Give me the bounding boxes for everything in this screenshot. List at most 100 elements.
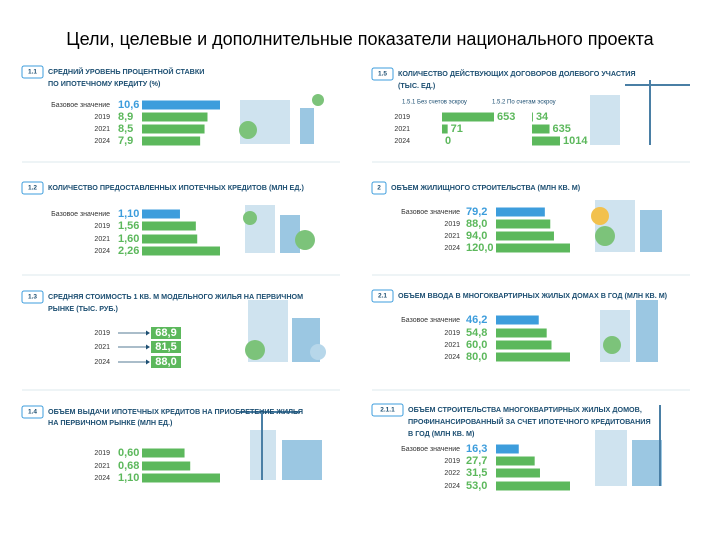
value-label: 1014 (563, 135, 588, 147)
badge-box (21, 290, 44, 304)
category-label: 2021 (394, 126, 410, 133)
category-label: 2019 (94, 114, 110, 121)
panel-title: СРЕДНЯЯ СТОИМОСТЬ 1 КВ. М МОДЕЛЬНОГО ЖИЛ… (48, 292, 303, 301)
category-label: 2021 (94, 236, 110, 243)
category-label: 2021 (94, 463, 110, 470)
value-label: 0,60 (118, 447, 139, 459)
panel-title: ПРОФИНАНСИРОВАННЫЙ ЗА СЧЕТ ИПОТЕЧНОГО КР… (408, 417, 651, 426)
category-label: 2019 (94, 450, 110, 457)
value-label: 88,0 (155, 356, 176, 368)
badge-box (371, 181, 387, 195)
badge-box (371, 67, 394, 81)
value-label: 653 (497, 111, 515, 123)
category-label: 2019 (444, 458, 460, 465)
value-label: 120,0 (466, 242, 494, 254)
value-label: 1,60 (118, 233, 139, 245)
value-label: 0 (445, 135, 451, 147)
value-label: 88,0 (466, 218, 487, 230)
bar (142, 246, 220, 256)
value-box (151, 327, 181, 339)
bar (496, 456, 535, 466)
panel-title: ОБЪЕМ ВЫДАЧИ ИПОТЕЧНЫХ КРЕДИТОВ НА ПРИОБ… (48, 407, 303, 416)
panel-title: В ГОД (МЛН КВ. М) (408, 429, 475, 438)
value-label: 71 (451, 123, 463, 135)
panel-title: КОЛИЧЕСТВО ПРЕДОСТАВЛЕННЫХ ИПОТЕЧНЫХ КРЕ… (48, 183, 304, 192)
category-label: 2024 (394, 138, 410, 145)
category-label: Базовое значение (51, 211, 110, 218)
bar (142, 448, 185, 458)
bar (496, 444, 519, 454)
bar (496, 340, 552, 350)
badge-box (21, 181, 44, 195)
value-label: 54,8 (466, 327, 487, 339)
bar (142, 112, 208, 122)
category-label: Базовое значение (401, 209, 460, 216)
value-label: 80,0 (466, 351, 487, 363)
value-label: 81,5 (155, 341, 176, 353)
category-label: 2019 (394, 114, 410, 121)
arrow-head (146, 359, 150, 365)
badge: 2 (377, 185, 381, 192)
category-label: 2021 (444, 233, 460, 240)
value-label: 31,5 (466, 467, 487, 479)
bar (532, 136, 560, 146)
category-label: 2019 (444, 221, 460, 228)
value-label: 16,3 (466, 443, 487, 455)
badge-box (21, 65, 44, 79)
value-box (151, 341, 181, 353)
value-label: 635 (553, 123, 571, 135)
bar (142, 124, 205, 134)
value-label: 1,10 (118, 472, 139, 484)
value-label: 2,26 (118, 245, 139, 257)
panel-title: РЫНКЕ (ТЫС. РУБ.) (48, 304, 119, 313)
illustrations (239, 80, 690, 486)
bar (496, 352, 570, 362)
category-label: 2024 (444, 483, 460, 490)
category-label: 2019 (94, 223, 110, 230)
value-label: 10,6 (118, 99, 139, 111)
badge-box (371, 289, 394, 303)
badge: 2.1 (378, 293, 387, 300)
category-label: 2019 (94, 330, 110, 337)
value-label: 7,9 (118, 135, 133, 147)
category-label: 2024 (94, 359, 110, 366)
bar (142, 221, 196, 231)
value-box (151, 356, 181, 368)
bar (496, 468, 540, 478)
bar (442, 124, 448, 134)
category-label: 2024 (94, 138, 110, 145)
category-label: 2019 (444, 330, 460, 337)
bar (496, 243, 570, 253)
category-label: Базовое значение (401, 317, 460, 324)
panel-title: КОЛИЧЕСТВО ДЕЙСТВУЮЩИХ ДОГОВОРОВ ДОЛЕВОГ… (398, 69, 636, 78)
badge-box (371, 403, 404, 417)
value-label: 34 (536, 111, 549, 123)
value-label: 53,0 (466, 480, 487, 492)
value-label: 8,9 (118, 111, 133, 123)
badge: 1.1 (28, 69, 37, 76)
panel-title: НА ПЕРВИЧНОМ РЫНКЕ (МЛН ЕД.) (48, 418, 173, 427)
bar (496, 315, 539, 325)
bar (496, 219, 551, 229)
panel-title: ОБЪЕМ ВВОДА В МНОГОКВАРТИРНЫХ ЖИЛЫХ ДОМА… (398, 291, 668, 300)
bar (142, 100, 220, 110)
value-label: 8,5 (118, 123, 133, 135)
value-label: 79,2 (466, 206, 487, 218)
category-label: 2024 (444, 245, 460, 252)
bar (142, 209, 180, 219)
badge: 1.4 (28, 409, 37, 416)
badge-box (21, 405, 44, 419)
category-label: 2022 (444, 470, 460, 477)
bar (142, 461, 191, 471)
category-label: 2021 (444, 342, 460, 349)
category-label: 2021 (94, 344, 110, 351)
bar (142, 234, 198, 244)
badge: 1.3 (28, 294, 37, 301)
value-label: 94,0 (466, 230, 487, 242)
panel-title: ПО ИПОТЕЧНОМУ КРЕДИТУ (%) (48, 79, 161, 88)
value-label: 27,7 (466, 455, 487, 467)
bar (496, 207, 545, 217)
arrow-head (146, 330, 150, 336)
bar (532, 124, 550, 134)
